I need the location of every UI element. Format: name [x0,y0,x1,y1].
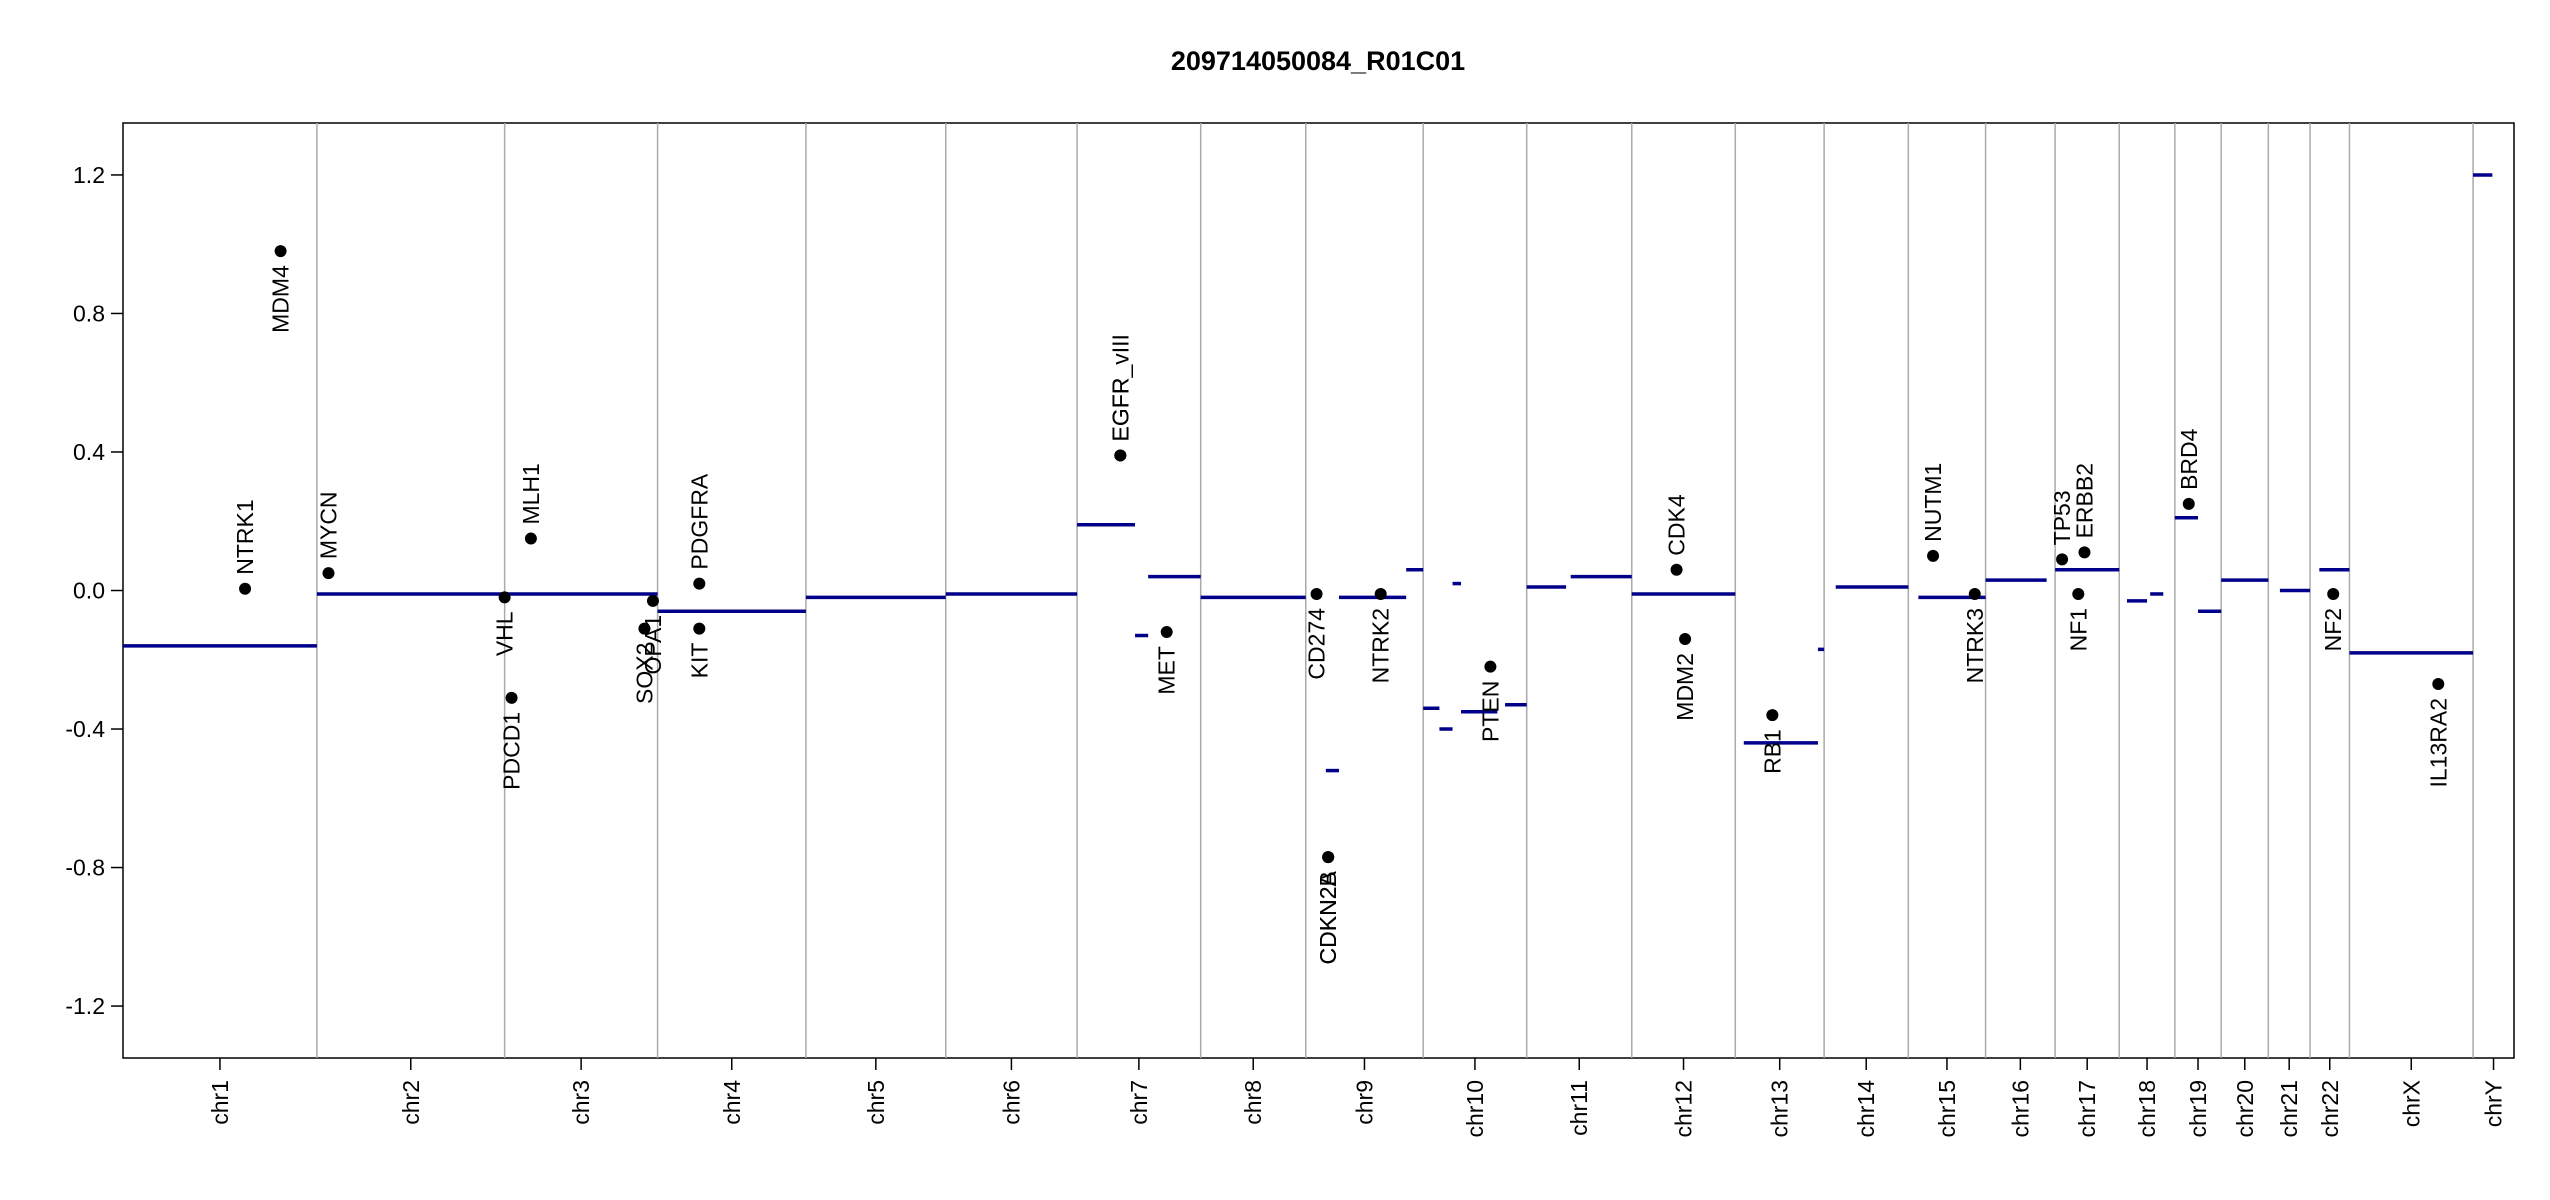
gene-point [524,532,537,545]
gene-label: EGFR_vIII [1107,334,1133,441]
y-tick-label: -0.4 [65,716,105,742]
gene-label: IL13RA2 [2425,698,2451,788]
gene-label: ERBB2 [2071,463,2097,538]
y-tick-label: 0.0 [73,578,105,604]
gene-label: NUTM1 [1920,463,1946,542]
gene-point [2432,678,2445,690]
gene-label: MET [1154,646,1180,695]
x-tick-label: chr3 [568,1080,594,1125]
gene-point [322,567,335,580]
x-tick-label: chr20 [2232,1080,2258,1138]
gene-label: CD274 [1304,608,1330,680]
x-tick-label: chr9 [1351,1080,1377,1125]
x-tick-label: chr12 [1671,1080,1697,1138]
gene-label: OPA1 [640,615,666,675]
gene-point [2078,546,2091,559]
y-tick-label: -1.2 [65,993,105,1019]
gene-label: NF1 [2065,608,2091,651]
x-tick-label: chr17 [2074,1080,2100,1138]
gene-label: PTEN [1477,681,1503,742]
x-tick-label: chr5 [863,1080,889,1125]
x-tick-label: chr8 [1240,1080,1266,1125]
x-tick-label: chr7 [1126,1080,1152,1125]
gene-point [1160,626,1173,639]
x-tick-label: chr2 [398,1080,424,1125]
gene-label: TP53 [2049,490,2075,545]
gene-point [1322,851,1335,864]
gene-point [2327,587,2340,600]
gene-point [1670,563,1683,576]
gene-point [1927,549,1940,562]
x-tick-label: chr16 [2007,1080,2033,1138]
x-tick-label: chr21 [2276,1080,2302,1138]
gene-label: MYCN [315,491,341,559]
gene-point [1114,449,1127,462]
x-tick-label: chr18 [2134,1080,2160,1138]
gene-point [1310,587,1323,600]
gene-label: CDKN2B [1315,871,1341,964]
y-tick-label: 0.4 [73,439,105,465]
gene-label: PDGFRA [686,473,712,570]
gene-point [2072,587,2085,600]
x-tick-label: chr22 [2317,1080,2343,1138]
gene-label: NTRK3 [1962,608,1988,683]
gene-point [693,577,706,590]
gene-label: NTRK1 [232,499,258,574]
gene-label: EGFR [1107,378,1133,442]
gene-label: NTRK2 [1368,608,1394,683]
x-tick-label: chr15 [1934,1080,1960,1138]
gene-point [274,245,287,258]
x-tick-label: chr1 [207,1080,233,1125]
x-tick-label: chr6 [998,1080,1024,1125]
gene-label: BRD4 [2176,428,2202,490]
gene-point [1968,587,1981,600]
gene-label: MLH1 [518,463,544,524]
gene-label: CDK4 [1664,494,1690,556]
gene-point [638,622,651,635]
gene-label: MDM4 [268,265,294,333]
x-tick-label: chrX [2398,1080,2424,1127]
gene-point [505,691,518,704]
chart-title: 209714050084_R01C01 [1171,46,1465,76]
x-tick-label: chr13 [1767,1080,1793,1138]
x-tick-label: chrY [2481,1080,2507,1127]
gene-label: NF2 [2320,608,2346,651]
gene-point [693,622,706,635]
y-tick-label: 0.8 [73,300,105,326]
gene-label: RB1 [1759,729,1785,774]
gene-point [1374,587,1387,600]
gene-label: PDCD1 [499,712,525,790]
gene-point [1679,632,1692,645]
x-tick-label: chr19 [2185,1080,2211,1138]
gene-label: VHL [492,611,518,656]
gene-point [498,591,511,604]
x-tick-label: chr4 [719,1080,745,1125]
gene-point [2056,553,2069,566]
gene-point [2182,497,2195,510]
gene-label: SOX2 [631,643,657,704]
gene-point [646,594,659,607]
y-tick-label: 1.2 [73,162,105,188]
gene-label: KIT [686,643,712,679]
x-tick-label: chr14 [1853,1080,1879,1138]
x-tick-label: chr10 [1462,1080,1488,1138]
gene-point [1484,660,1497,673]
gene-point [1766,709,1779,722]
gene-label: MDM2 [1672,653,1698,721]
gene-point [239,582,252,595]
y-tick-label: -0.8 [65,855,105,881]
x-tick-label: chr11 [1566,1080,1592,1136]
gene-label: CDKN2A [1315,870,1341,964]
